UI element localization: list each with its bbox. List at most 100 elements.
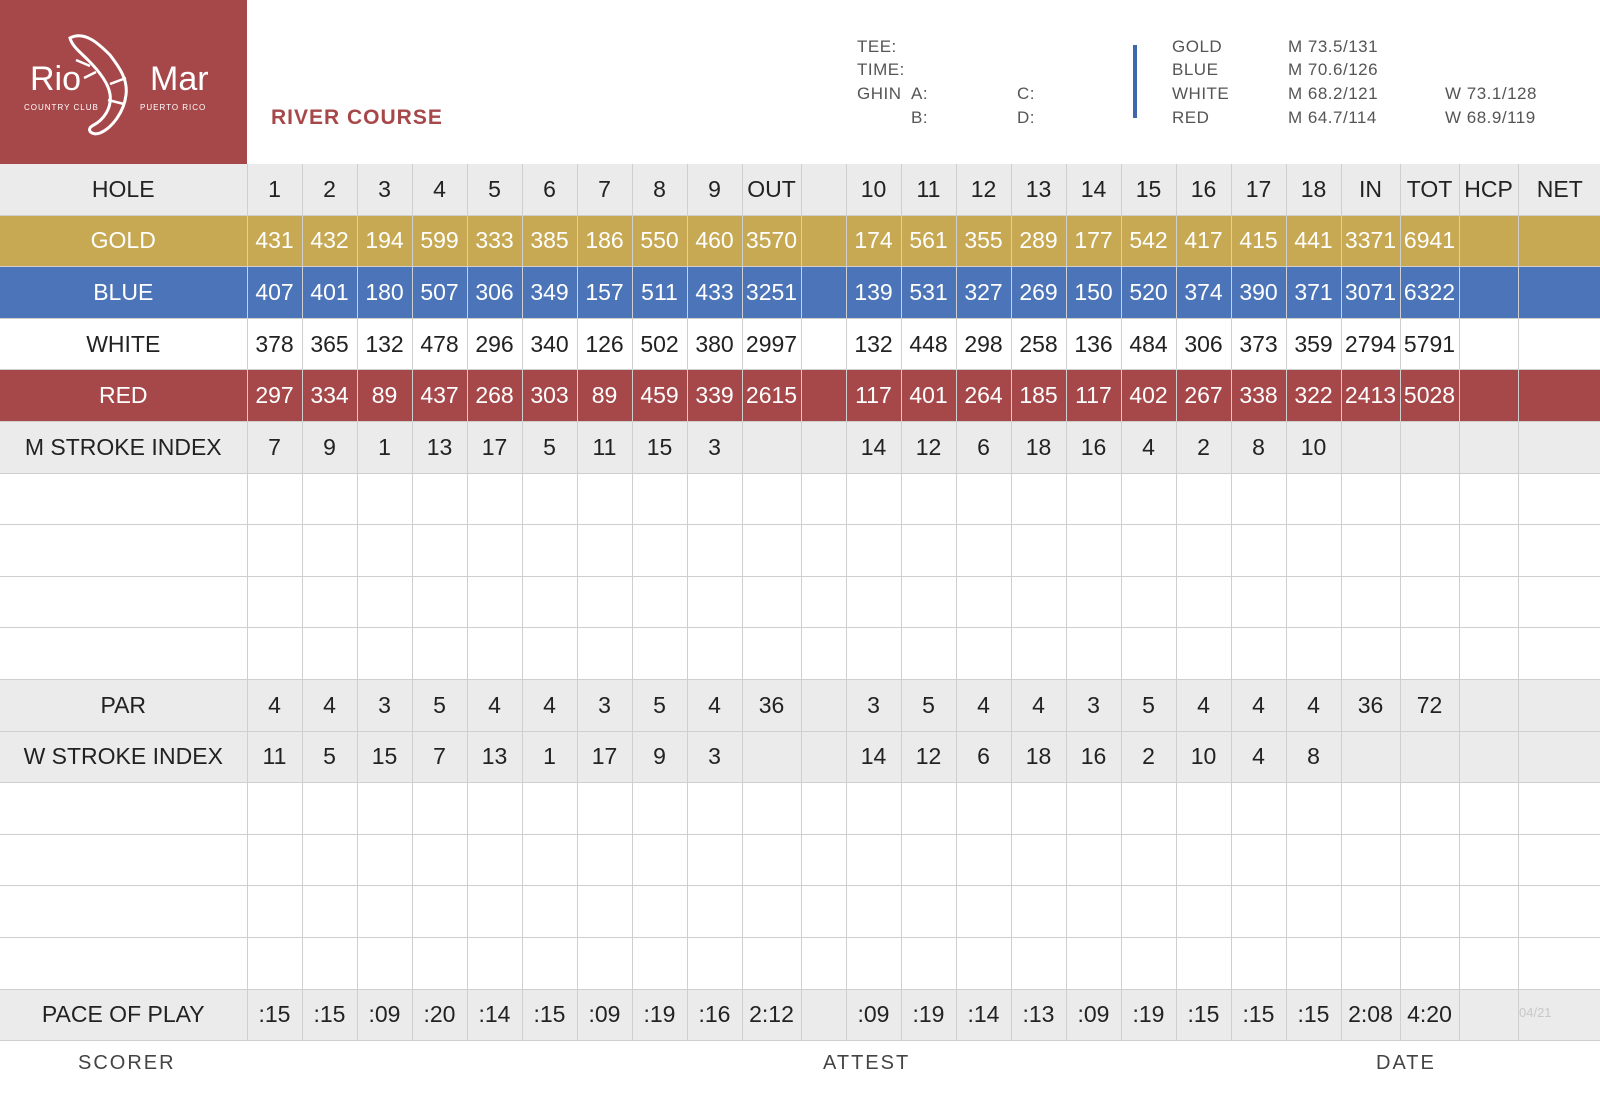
score-entry-cell[interactable] — [1458, 524, 1518, 577]
score-entry-cell[interactable] — [955, 524, 1011, 577]
score-cell[interactable] — [1458, 421, 1518, 474]
score-entry-cell[interactable] — [1285, 885, 1341, 938]
score-entry-cell[interactable] — [1230, 627, 1286, 680]
score-entry-cell[interactable] — [356, 937, 412, 990]
score-entry-cell[interactable] — [845, 576, 901, 629]
score-entry-cell[interactable] — [1010, 473, 1066, 526]
row-label[interactable] — [0, 627, 247, 680]
score-entry-cell[interactable] — [1230, 576, 1286, 629]
score-cell[interactable] — [1517, 215, 1600, 268]
score-entry-cell[interactable] — [955, 627, 1011, 680]
score-cell[interactable] — [1458, 318, 1518, 371]
row-label[interactable] — [0, 576, 247, 629]
score-entry-cell[interactable] — [1517, 782, 1600, 835]
score-entry-cell[interactable] — [686, 834, 742, 887]
score-entry-cell[interactable] — [466, 937, 522, 990]
score-entry-cell[interactable] — [1458, 885, 1518, 938]
score-entry-cell[interactable] — [411, 885, 467, 938]
score-entry-cell[interactable] — [631, 782, 687, 835]
gap-cell[interactable] — [800, 937, 846, 990]
score-entry-cell[interactable] — [576, 782, 632, 835]
score-entry-cell[interactable] — [900, 937, 956, 990]
score-entry-cell[interactable] — [845, 885, 901, 938]
score-entry-cell[interactable] — [1120, 576, 1176, 629]
score-entry-cell[interactable] — [1230, 885, 1286, 938]
score-entry-cell[interactable] — [356, 834, 412, 887]
score-entry-cell[interactable] — [1175, 473, 1231, 526]
score-entry-cell[interactable] — [1120, 524, 1176, 577]
score-entry-cell[interactable] — [955, 473, 1011, 526]
score-entry-cell[interactable] — [1230, 937, 1286, 990]
score-entry-cell[interactable] — [1517, 627, 1600, 680]
score-entry-cell[interactable] — [301, 834, 357, 887]
gap-cell[interactable] — [800, 885, 846, 938]
score-entry-cell[interactable] — [411, 937, 467, 990]
row-label[interactable] — [0, 782, 247, 835]
score-entry-cell[interactable] — [845, 524, 901, 577]
score-entry-cell[interactable] — [955, 834, 1011, 887]
score-entry-cell[interactable] — [845, 473, 901, 526]
gap-cell[interactable] — [800, 627, 846, 680]
score-entry-cell[interactable] — [301, 627, 357, 680]
score-entry-cell[interactable] — [1065, 473, 1121, 526]
row-label[interactable] — [0, 473, 247, 526]
score-entry-cell[interactable] — [900, 834, 956, 887]
score-entry-cell[interactable] — [631, 885, 687, 938]
score-cell[interactable] — [1458, 266, 1518, 319]
score-entry-cell[interactable] — [686, 885, 742, 938]
score-entry-cell[interactable] — [1285, 576, 1341, 629]
score-entry-cell[interactable] — [356, 782, 412, 835]
score-entry-cell[interactable] — [1340, 834, 1400, 887]
score-entry-cell[interactable] — [1285, 834, 1341, 887]
score-entry-cell[interactable] — [521, 627, 577, 680]
score-entry-cell[interactable] — [356, 885, 412, 938]
score-entry-cell[interactable] — [1340, 524, 1400, 577]
score-entry-cell[interactable] — [955, 782, 1011, 835]
score-entry-cell[interactable] — [1399, 834, 1459, 887]
score-entry-cell[interactable] — [411, 782, 467, 835]
score-entry-cell[interactable] — [1399, 885, 1459, 938]
score-entry-cell[interactable] — [466, 782, 522, 835]
score-entry-cell[interactable] — [1340, 782, 1400, 835]
score-entry-cell[interactable] — [356, 473, 412, 526]
score-entry-cell[interactable] — [466, 885, 522, 938]
score-entry-cell[interactable] — [741, 524, 801, 577]
score-entry-cell[interactable] — [955, 937, 1011, 990]
score-entry-cell[interactable] — [631, 473, 687, 526]
score-entry-cell[interactable] — [246, 627, 302, 680]
score-cell[interactable] — [1517, 989, 1600, 1042]
row-label[interactable] — [0, 937, 247, 990]
score-entry-cell[interactable] — [741, 576, 801, 629]
score-cell[interactable] — [1458, 989, 1518, 1042]
score-entry-cell[interactable] — [1065, 937, 1121, 990]
score-entry-cell[interactable] — [631, 576, 687, 629]
score-entry-cell[interactable] — [1517, 937, 1600, 990]
score-entry-cell[interactable] — [1340, 473, 1400, 526]
score-entry-cell[interactable] — [741, 782, 801, 835]
score-entry-cell[interactable] — [246, 937, 302, 990]
score-entry-cell[interactable] — [631, 937, 687, 990]
score-entry-cell[interactable] — [1340, 885, 1400, 938]
score-entry-cell[interactable] — [301, 885, 357, 938]
score-entry-cell[interactable] — [1399, 576, 1459, 629]
score-entry-cell[interactable] — [521, 782, 577, 835]
score-cell[interactable] — [1517, 369, 1600, 422]
score-entry-cell[interactable] — [1399, 937, 1459, 990]
row-label[interactable] — [0, 524, 247, 577]
score-entry-cell[interactable] — [1010, 834, 1066, 887]
score-entry-cell[interactable] — [1458, 473, 1518, 526]
score-entry-cell[interactable] — [1065, 576, 1121, 629]
score-entry-cell[interactable] — [1285, 782, 1341, 835]
score-entry-cell[interactable] — [741, 473, 801, 526]
score-entry-cell[interactable] — [1120, 937, 1176, 990]
score-entry-cell[interactable] — [1340, 576, 1400, 629]
score-entry-cell[interactable] — [1175, 782, 1231, 835]
score-entry-cell[interactable] — [900, 473, 956, 526]
score-entry-cell[interactable] — [631, 627, 687, 680]
score-entry-cell[interactable] — [1230, 524, 1286, 577]
score-entry-cell[interactable] — [1065, 524, 1121, 577]
score-entry-cell[interactable] — [1230, 782, 1286, 835]
score-entry-cell[interactable] — [521, 885, 577, 938]
score-entry-cell[interactable] — [1175, 834, 1231, 887]
score-entry-cell[interactable] — [686, 524, 742, 577]
